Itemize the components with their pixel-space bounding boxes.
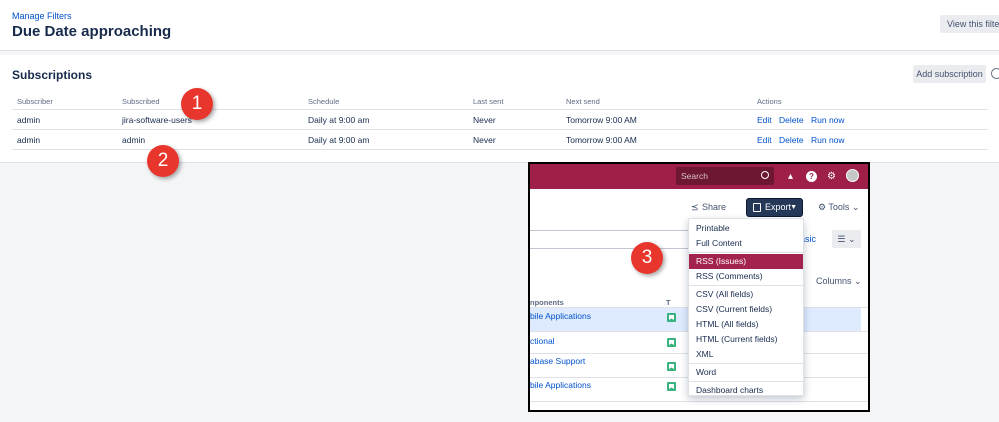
component-link[interactable]: abase Support (530, 356, 586, 366)
story-icon (667, 362, 676, 371)
divider (12, 109, 988, 110)
row-schedule: Daily at 9:00 am (308, 115, 370, 125)
menu-separator (689, 285, 803, 286)
export-button[interactable]: Export ▼ (746, 198, 803, 217)
chevron-down-icon: ⌄ (848, 234, 856, 244)
tools-label: Tools (828, 202, 850, 212)
edit-link[interactable]: Edit (757, 115, 772, 125)
row-last-sent: Never (473, 135, 496, 145)
view-filter-button[interactable]: View this filter (940, 15, 999, 33)
export-dropdown-menu: Printable Full Content RSS (Issues) RSS … (688, 218, 804, 396)
row-next-send: Tomorrow 9:00 AM (566, 115, 637, 125)
subscriptions-panel: Subscriptions Add subscription Subscribe… (0, 55, 999, 163)
menu-item-dashboard-charts[interactable]: Dashboard charts (696, 385, 764, 395)
component-link[interactable]: bile Applications (530, 380, 591, 390)
menu-item-html-current-fields[interactable]: HTML (Current fields) (696, 334, 778, 344)
gear-icon[interactable]: ⚙ (827, 171, 836, 182)
chevron-down-icon: ▼ (790, 204, 797, 211)
columns-button[interactable]: Columns ⌄ (816, 276, 862, 287)
avatar[interactable] (846, 169, 859, 182)
query-field[interactable] (530, 230, 690, 249)
list-icon: ☰ (837, 234, 846, 244)
menu-item-rss-issues[interactable]: RSS (Issues) (689, 254, 803, 269)
row-subscribed: admin (122, 135, 146, 145)
row-last-sent: Never (473, 115, 496, 125)
edit-link[interactable]: Edit (757, 135, 772, 145)
annotation-marker-2: 2 (147, 145, 179, 177)
divider (12, 129, 988, 130)
delete-link[interactable]: Delete (779, 115, 804, 125)
menu-item-html-all-fields[interactable]: HTML (All fields) (696, 319, 759, 329)
add-subscription-button[interactable]: Add subscription (913, 65, 986, 83)
divider (530, 401, 868, 402)
column-header-components: nponents (530, 298, 564, 307)
export-label: Export (765, 202, 792, 212)
column-header-last-sent: Last sent (473, 97, 504, 106)
menu-item-full-content[interactable]: Full Content (696, 238, 742, 248)
top-navigation-bar: Search ▴ ? ⚙ (530, 164, 868, 189)
menu-separator (689, 252, 803, 253)
menu-item-printable[interactable]: Printable (696, 223, 730, 233)
subscriptions-title: Subscriptions (12, 68, 93, 82)
menu-separator (689, 381, 803, 382)
chevron-down-icon: ⌄ (854, 276, 862, 286)
divider (12, 149, 988, 150)
share-button[interactable]: ⪯ Share (691, 202, 727, 212)
run-now-link[interactable]: Run now (811, 135, 845, 145)
column-header-subscriber: Subscriber (17, 97, 53, 106)
row-schedule: Daily at 9:00 am (308, 135, 370, 145)
column-header-next-send: Next send (566, 97, 600, 106)
page-title: Due Date approaching (12, 23, 172, 40)
layout-toggle[interactable]: ☰ ⌄ (832, 230, 861, 248)
help-icon[interactable]: ? (806, 171, 817, 182)
run-now-link[interactable]: Run now (811, 115, 845, 125)
breadcrumb-manage-filters[interactable]: Manage Filters (12, 11, 72, 21)
basic-search-link[interactable]: asic (800, 234, 817, 244)
delete-link[interactable]: Delete (779, 135, 804, 145)
menu-item-xml[interactable]: XML (696, 349, 714, 359)
column-header-type: T (666, 298, 671, 307)
column-header-schedule: Schedule (308, 97, 340, 106)
chevron-down-icon: ⌄ (851, 202, 860, 212)
search-placeholder: Search (681, 171, 708, 181)
filter-header: Manage Filters Due Date approaching View… (0, 0, 999, 51)
help-icon[interactable] (991, 68, 999, 79)
column-header-actions: Actions (757, 97, 782, 106)
column-header-subscribed: Subscribed (122, 97, 160, 106)
story-icon (667, 338, 676, 347)
share-icon: ⪯ (691, 202, 699, 212)
row-next-send: Tomorrow 9:00 AM (566, 135, 637, 145)
component-link[interactable]: bile Applications (530, 311, 591, 321)
menu-separator (689, 363, 803, 364)
megaphone-icon[interactable]: ▴ (787, 171, 794, 182)
row-subscribed: jira-software-users (122, 115, 192, 125)
search-icon (761, 171, 769, 179)
story-icon (667, 313, 676, 322)
search-input[interactable]: Search (676, 167, 774, 185)
export-menu-inset: Search ▴ ? ⚙ ⪯ Share Export ▼ ⚙ Tools ⌄ … (528, 162, 870, 412)
menu-item-word[interactable]: Word (696, 367, 717, 377)
menu-item-rss-comments[interactable]: RSS (Comments) (696, 271, 763, 281)
annotation-marker-3: 3 (631, 242, 663, 274)
row-subscriber: admin (17, 135, 41, 145)
component-link[interactable]: ctional (530, 336, 555, 346)
columns-label: Columns (816, 276, 852, 286)
export-icon (753, 203, 761, 212)
story-icon (667, 382, 676, 391)
annotation-marker-1: 1 (181, 88, 213, 120)
menu-item-csv-all-fields[interactable]: CSV (All fields) (696, 289, 754, 299)
row-subscriber: admin (17, 115, 41, 125)
tools-button[interactable]: ⚙ Tools ⌄ (818, 202, 860, 213)
menu-item-csv-current-fields[interactable]: CSV (Current fields) (696, 304, 773, 314)
share-label: Share (702, 202, 727, 212)
gear-icon: ⚙ (818, 202, 827, 212)
